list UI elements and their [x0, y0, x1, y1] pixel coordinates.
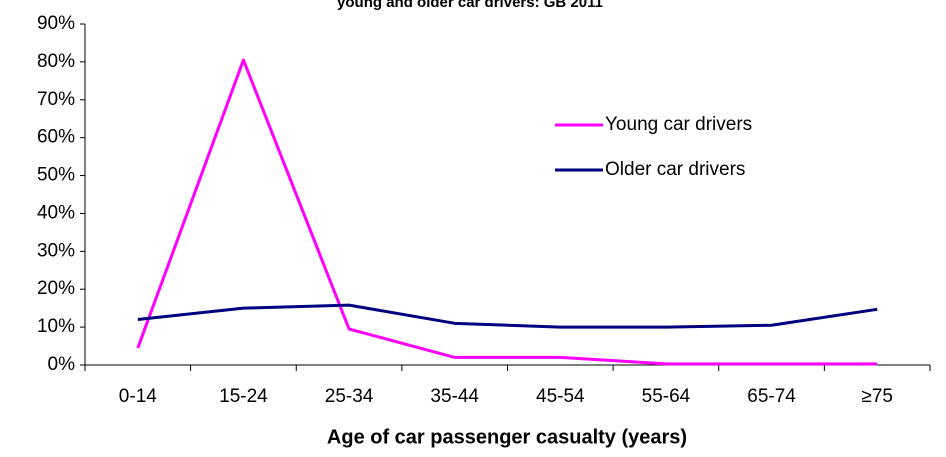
x-tick-label: 35-44 [430, 386, 479, 407]
x-tick-label: 0-14 [119, 386, 157, 407]
y-tick-label: 30% [37, 240, 75, 261]
chart-title: young and older car drivers: GB 2011 [337, 0, 603, 11]
y-tick-label: 20% [37, 278, 75, 299]
x-tick-label: 45-54 [536, 386, 585, 407]
y-tick-label: 50% [37, 165, 75, 186]
y-tick-label: 0% [48, 354, 76, 375]
y-tick-label: 80% [37, 51, 75, 72]
legend-label: Older car drivers [605, 159, 745, 180]
x-tick-label: 15-24 [219, 386, 268, 407]
y-tick-label: 40% [37, 202, 75, 223]
y-tick-label: 10% [37, 316, 75, 337]
y-tick-label: 70% [37, 89, 75, 110]
x-tick-label: 25-34 [325, 386, 374, 407]
x-tick-label: ≥75 [861, 386, 893, 407]
x-tick-label: 65-74 [747, 386, 796, 407]
legend-label: Young car drivers [605, 114, 752, 135]
x-tick-label: 55-64 [642, 386, 691, 407]
y-tick-label: 60% [37, 127, 75, 148]
series-line [137, 303, 878, 329]
x-axis-label: Age of car passenger casualty (years) [327, 426, 687, 448]
series-line [136, 58, 878, 366]
y-tick-label: 90% [37, 13, 75, 34]
